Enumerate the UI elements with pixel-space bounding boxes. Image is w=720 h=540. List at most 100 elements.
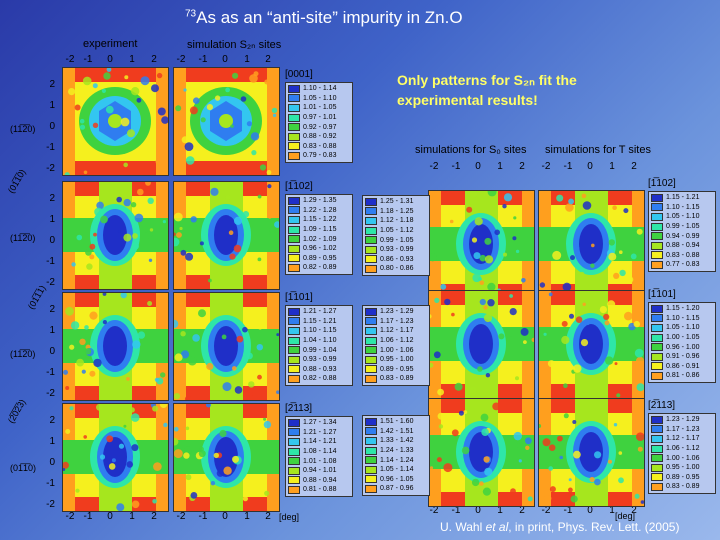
contour-region	[477, 366, 483, 372]
legend-swatch	[651, 212, 663, 221]
legend-row: 1.18 - 1.25	[365, 207, 427, 217]
y-tick: 1	[49, 214, 55, 225]
y-tick: -2	[46, 499, 55, 510]
contour-region	[485, 373, 491, 378]
contour-region	[89, 311, 98, 320]
legend-swatch	[651, 415, 663, 424]
legend-range: 1.04 - 1.10	[303, 337, 337, 345]
contour-region	[469, 191, 478, 198]
contour-region	[124, 75, 129, 80]
contour-region	[503, 252, 507, 257]
right-top-tick: 0	[475, 161, 481, 172]
bottom-tick: -2	[65, 511, 75, 522]
contour-region	[616, 393, 621, 398]
contour-region	[594, 451, 602, 459]
contour-region	[594, 478, 601, 486]
contour-region	[159, 404, 168, 408]
bottom-tick: -1	[198, 511, 208, 522]
legend-row: 1.15 - 1.20	[651, 304, 713, 314]
legend-swatch	[288, 132, 300, 141]
contour-region	[463, 410, 468, 414]
legend-swatch	[288, 355, 300, 364]
y-tick: 0	[49, 121, 55, 132]
contour-region	[174, 212, 183, 222]
legend-box: 1.23 - 1.29 1.17 - 1.23 1.12 - 1.17 1.06 - …	[362, 305, 430, 386]
contour-region	[123, 198, 131, 207]
experiment-map	[62, 181, 169, 290]
contour-region	[216, 469, 224, 477]
legend-row: 0.93 - 0.99	[365, 245, 427, 255]
contour-region	[482, 487, 491, 496]
contour-region	[206, 362, 214, 371]
contour-region	[440, 283, 447, 290]
contour-region	[563, 413, 569, 419]
legend-row: 1.01 - 1.08	[288, 456, 350, 466]
legend-swatch	[365, 365, 377, 374]
contour-region	[153, 462, 162, 471]
contour-region	[579, 432, 603, 472]
legend-row: 0.94 - 1.01	[288, 466, 350, 476]
contour-region	[581, 193, 587, 199]
contour-region	[513, 216, 517, 220]
legend-row: 0.79 - 0.83	[288, 151, 350, 161]
contour-region	[174, 336, 177, 341]
legend-row: 1.05 - 1.10	[651, 212, 713, 222]
contour-region	[608, 239, 615, 246]
legend-box: 1.27 - 1.34 1.21 - 1.27 1.14 - 1.21 1.08 - …	[285, 416, 353, 497]
legend-range: 0.96 - 1.05	[380, 475, 414, 483]
contour-region	[79, 338, 86, 345]
contour-region	[106, 68, 112, 72]
legend-range: 0.80 - 0.86	[380, 265, 414, 273]
y-tick: 0	[49, 457, 55, 468]
contour-region	[131, 87, 140, 96]
legend-row: 1.01 - 1.05	[288, 103, 350, 113]
legend-swatch	[651, 444, 663, 453]
legend-box: 1.29 - 1.35 1.22 - 1.28 1.15 - 1.22 1.09 - …	[285, 194, 353, 275]
legend-range: 0.89 - 0.95	[380, 365, 414, 373]
contour-region	[451, 429, 459, 437]
legend-row: 1.23 - 1.29	[651, 415, 713, 425]
citation-footer: U. Wahl et al, in print, Phys. Rev. Lett…	[440, 520, 679, 534]
contour-region	[561, 320, 568, 327]
contour-plot	[174, 404, 279, 511]
legend-swatch	[288, 254, 300, 263]
simulation-szn-map	[173, 181, 280, 290]
legend-box: 1.15 - 1.21 1.10 - 1.15 1.05 - 1.10 0.99 - …	[648, 191, 716, 272]
simulation-so-map	[428, 398, 535, 507]
legend-range: 1.12 - 1.17	[666, 435, 700, 443]
top-tick: -1	[83, 54, 93, 65]
contour-region	[618, 477, 624, 484]
legend-row: 0.89 - 0.95	[651, 473, 713, 483]
legend-box: 1.21 - 1.27 1.15 - 1.21 1.10 - 1.15 1.04 - …	[285, 305, 353, 386]
contour-region	[199, 241, 204, 246]
legend-row: 0.96 - 1.02	[288, 244, 350, 254]
contour-region	[89, 243, 96, 250]
experiment-map	[62, 403, 169, 512]
legend-row: 0.77 - 0.83	[651, 260, 713, 270]
contour-region	[151, 84, 159, 93]
contour-region	[103, 437, 127, 477]
legend-row: 1.05 - 1.12	[365, 226, 427, 236]
legend-swatch	[365, 446, 377, 455]
legend-swatch	[651, 434, 663, 443]
legend-swatch	[651, 362, 663, 371]
legend-direction: [0001]	[285, 69, 313, 80]
contour-region	[552, 250, 562, 260]
contour-region	[174, 426, 179, 432]
contour-region	[429, 466, 434, 470]
simulation-t-header: simulations for T sites	[545, 144, 651, 156]
legend-row: 1.21 - 1.27	[288, 307, 350, 317]
contour-plot	[63, 68, 168, 175]
contour-region	[152, 499, 157, 504]
legend-swatch	[288, 336, 300, 345]
legend-swatch	[288, 244, 300, 253]
contour-region	[580, 339, 589, 347]
top-tick: 0	[222, 54, 228, 65]
contour-region	[573, 450, 581, 459]
contour-region	[575, 246, 580, 251]
top-tick: 1	[129, 54, 135, 65]
legend-range: 1.17 - 1.23	[380, 317, 414, 325]
legend-swatch	[365, 456, 377, 465]
legend-range: 1.17 - 1.23	[666, 425, 700, 433]
legend-range: 0.99 - 1.05	[666, 223, 700, 231]
